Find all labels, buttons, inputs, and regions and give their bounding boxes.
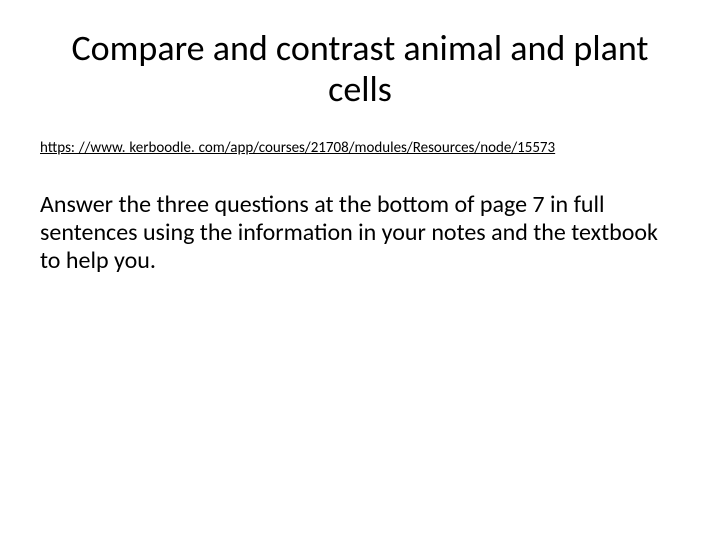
slide-title: Compare and contrast animal and plant ce… — [40, 28, 680, 111]
resource-link[interactable]: https: //www. kerboodle. com/app/courses… — [40, 139, 680, 157]
instruction-text: Answer the three questions at the bottom… — [40, 191, 680, 276]
slide-container: Compare and contrast animal and plant ce… — [0, 0, 720, 540]
